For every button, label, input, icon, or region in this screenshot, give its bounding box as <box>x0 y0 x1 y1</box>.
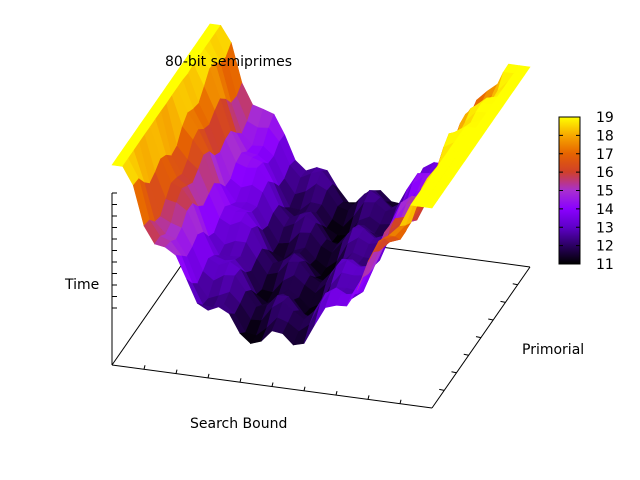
x-tick <box>239 378 242 383</box>
x-tick <box>175 369 178 374</box>
colorbox-tick-label: 15 <box>596 184 614 200</box>
surface-patch <box>420 198 438 209</box>
colorbox-tick-label: 18 <box>596 128 614 144</box>
y-tick <box>512 283 518 286</box>
x-tick <box>271 382 274 387</box>
colorbox-tick-label: 12 <box>596 239 614 255</box>
y-tick <box>463 353 469 356</box>
colorbox-tick-label: 19 <box>596 110 614 126</box>
y-axis-ticks <box>439 283 518 391</box>
colorbox-tick-label: 17 <box>596 147 614 163</box>
colorbox-tick-label: 16 <box>596 165 614 181</box>
x-tick <box>399 399 402 404</box>
y-tick <box>475 336 482 339</box>
z-axis-label: Time <box>64 277 99 293</box>
colorbox: 19 18 17 16 15 14 13 12 11 <box>558 110 614 273</box>
x-tick <box>335 390 338 396</box>
x-axis-ticks <box>143 365 402 404</box>
colorbox-tick-label: 11 <box>596 257 614 273</box>
x-tick <box>143 365 146 370</box>
y-axis-label: Primorial <box>522 342 584 358</box>
x-tick <box>303 386 306 391</box>
y-tick <box>439 388 445 391</box>
y-tick <box>451 371 457 374</box>
surface-mesh <box>111 23 531 346</box>
colorbox-tick-label: 14 <box>596 202 614 218</box>
x-tick <box>207 373 210 379</box>
colorbox-ticks: 19 18 17 16 15 14 13 12 11 <box>559 110 614 273</box>
x-tick <box>367 395 370 400</box>
y-tick <box>500 300 506 303</box>
colorbox-tick-label: 13 <box>596 220 614 236</box>
x-axis-label: Search Bound <box>190 416 287 432</box>
z-axis-ticks <box>112 192 117 309</box>
y-tick <box>488 318 494 321</box>
chart-title: 80-bit semiprimes <box>165 54 292 70</box>
